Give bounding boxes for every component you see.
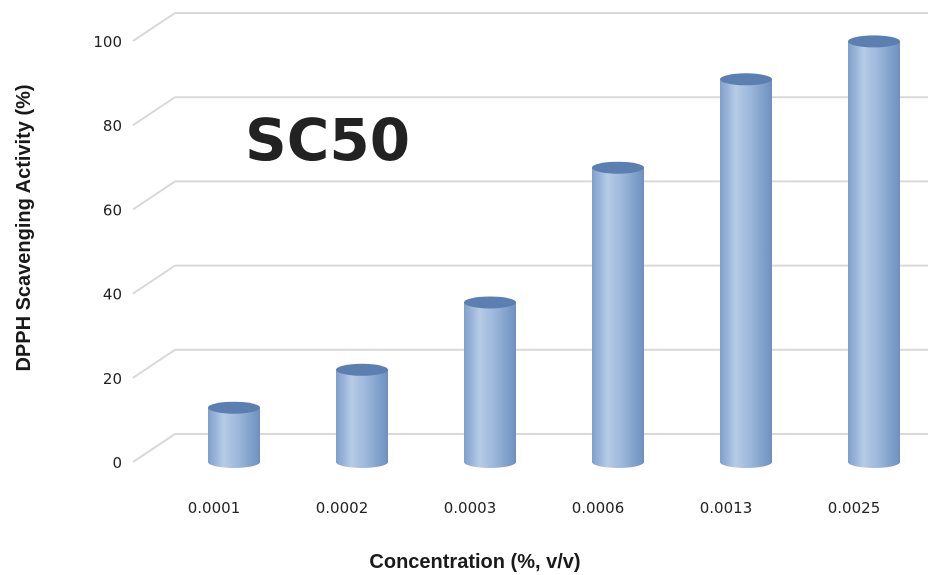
y-tick-label: 40 [103,286,122,304]
bar-top [720,73,772,86]
bar [336,363,388,468]
x-axis-ticks: 0.0001 0.0002 0.0003 0.0006 0.0013 0.0025 [188,499,881,517]
x-tick-label: 0.0006 [572,499,625,517]
gridline [132,433,928,463]
x-tick-label: 0.0001 [188,499,241,517]
bar-top [592,161,644,174]
bar-body [720,79,772,468]
y-tick-label: 60 [103,201,122,219]
bar [464,296,516,468]
y-tick-label: 100 [93,33,122,51]
bar-body [464,302,516,468]
x-tick-label: 0.0025 [828,499,881,517]
chart-annotation: SC50 [245,106,410,174]
x-tick-label: 0.0002 [316,499,369,517]
y-tick-label: 20 [103,370,122,388]
bar-top [848,35,900,48]
x-axis-title: Concentration (%, v/v) [369,551,580,573]
bars [208,35,900,469]
gridline [132,264,928,295]
bar [848,35,900,469]
y-axis-title: DPPH Scavenging Activity (%) [13,84,35,371]
bar-body [336,369,388,468]
gridlines [132,12,928,463]
x-tick-label: 0.0013 [700,499,753,517]
bar-body [848,41,900,469]
y-tick-label: 0 [112,454,122,472]
gridline [132,12,928,42]
bar-top [336,363,388,376]
bar-body [208,407,260,468]
gridline [132,180,928,211]
bar [720,73,772,468]
x-tick-label: 0.0003 [444,499,497,517]
gridline [132,348,928,379]
y-axis-ticks: 0 20 40 60 80 100 [93,33,122,472]
y-tick-label: 80 [103,117,122,135]
gridline [132,96,928,127]
bar-top [464,296,516,309]
bar-body [592,167,644,468]
bar-top [208,401,260,414]
bar [592,161,644,468]
bar [208,401,260,468]
